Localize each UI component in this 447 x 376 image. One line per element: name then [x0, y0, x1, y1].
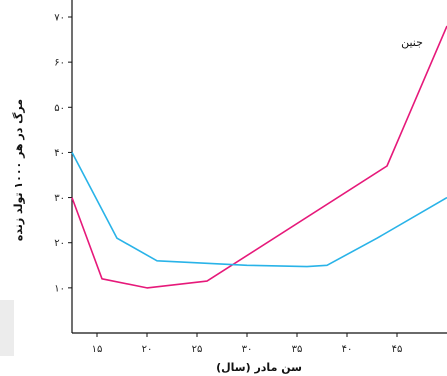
axes: ۱۰ ۲۰ ۳۰ ۴۰ ۵۰ ۶۰ ۷۰ ۱۵ ۲۰ ۲۵ ۳۰ ۳۵ ۴۰ ۴۵: [54, 0, 447, 355]
x-axis-title: سن مادر (سال): [216, 361, 302, 374]
series-line-0: [71, 25, 447, 289]
x-tick-label: ۴۰: [342, 344, 353, 355]
y-axis-title: مرگ در هر ۱۰۰۰ تولد زنده: [11, 99, 25, 241]
x-tick-label: ۲۵: [192, 344, 203, 355]
y-tick-label: ۳۰: [54, 193, 65, 204]
y-tick-label: ۶۰: [54, 58, 65, 69]
x-tick-label: ۳۰: [242, 344, 253, 355]
series-line-1: [71, 152, 447, 268]
y-tick-label: ۱۰: [54, 283, 65, 294]
y-tick-label: ۵۰: [54, 103, 65, 114]
plot-area: [71, 25, 447, 289]
x-tick-label: ۲۰: [142, 344, 153, 355]
x-tick-label: ۳۵: [292, 344, 303, 355]
y-tick-label: ۲۰: [54, 238, 65, 249]
y-tick-label: ۷۰: [54, 13, 65, 24]
x-tick-label: ۱۵: [92, 344, 103, 355]
scan-shadow: [0, 300, 14, 356]
y-tick-label: ۴۰: [54, 148, 65, 159]
labels: سن مادر (سال) مرگ در هر ۱۰۰۰ تولد زنده جنی…: [11, 36, 423, 374]
x-tick-label: ۴۵: [392, 344, 403, 355]
series-label-0: جنین: [401, 36, 423, 49]
